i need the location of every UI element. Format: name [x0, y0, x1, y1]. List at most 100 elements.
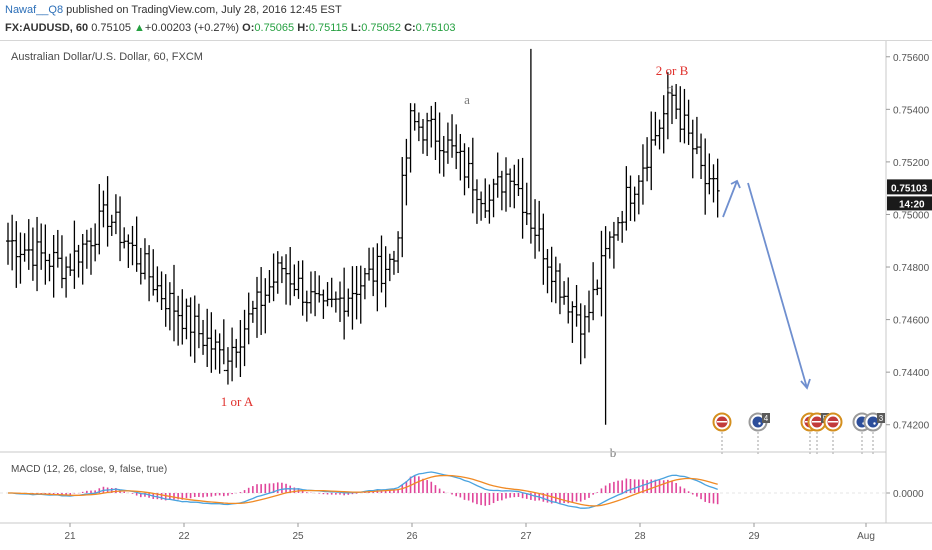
ohlc-bar [321, 289, 326, 319]
ohlc-bar [196, 303, 201, 349]
ohlc-bar [470, 137, 475, 214]
ohlc-bar [284, 254, 289, 305]
chart-title: Australian Dollar/U.S. Dollar, 60, FXCM [11, 51, 203, 63]
ohlc-bar [275, 251, 280, 294]
ohlc-bar [649, 111, 654, 191]
ohlc-bar [499, 170, 504, 211]
price-chart[interactable]: 1 or Aa2 or Bcb4253 0.0000 0.756000.7540… [0, 41, 932, 550]
au-flag-icon [752, 416, 764, 428]
ohlc-bar [587, 290, 591, 333]
ohlc-bar [76, 244, 81, 278]
ohlc-bar [520, 157, 525, 239]
time-tick-label: 28 [634, 531, 646, 542]
ohlc-bar [549, 246, 554, 303]
ohlc-bar [599, 230, 604, 317]
ohlc-bar [43, 224, 48, 285]
price-tick-label: 0.74400 [893, 368, 930, 379]
low-label: L: [350, 22, 362, 34]
ohlc-bar [574, 284, 579, 327]
time-tick-label: 22 [178, 531, 190, 542]
ohlc-bar [512, 164, 517, 209]
price-panel: 1 or Aa2 or Bcb4253 [0, 41, 886, 460]
ohlc-bar [259, 267, 264, 335]
event-count-badge [762, 413, 770, 423]
ohlc-bar [118, 196, 123, 262]
wave-label: 1 or A [221, 394, 254, 409]
ohlc-bar [707, 153, 712, 195]
projection-up-line [722, 180, 738, 218]
time-tick-label: Aug [857, 531, 875, 542]
ohlc-bar [508, 168, 513, 208]
ohlc-bar [130, 225, 135, 266]
ohlc-bar [10, 214, 15, 271]
price-plot-area [0, 41, 886, 451]
ohlc-bar [134, 216, 139, 272]
event-count: 3 [879, 414, 884, 423]
ohlc-bar [445, 122, 450, 164]
ohlc-bar [313, 271, 318, 317]
ohlc-bar [30, 227, 35, 281]
low-value: 0.75052 [361, 22, 401, 34]
ohlc-bar [138, 247, 143, 285]
price-tick-label: 0.74600 [893, 316, 930, 327]
open-label: O: [242, 22, 255, 34]
price-tick-label: 0.75600 [893, 53, 930, 64]
ohlc-bar [491, 178, 496, 218]
flag-star [873, 422, 876, 425]
ohlc-bar [47, 253, 52, 282]
ohlc-bar [425, 112, 430, 157]
ohlc-bar [421, 118, 425, 154]
flag-stripe [717, 421, 727, 423]
ohlc-bar [416, 112, 421, 142]
ohlc-bar [632, 186, 637, 222]
ohlc-bar [441, 135, 446, 177]
ohlc-bar [562, 281, 567, 305]
ohlc-bar [176, 295, 181, 346]
ohlc-bar [545, 249, 550, 294]
ohlc-bar [566, 277, 571, 324]
ohlc-bar [6, 222, 10, 265]
high-label: H: [297, 22, 309, 34]
ohlc-bar [379, 235, 384, 293]
ohlc-bar [653, 111, 658, 146]
ohlc-bar [462, 143, 467, 196]
event-count-badge [877, 413, 885, 423]
ohlc-bar [167, 282, 172, 331]
ohlc-bar [267, 270, 272, 303]
macd-panel: 0.0000 [0, 471, 924, 509]
ohlc-bar [391, 250, 396, 275]
axes: 0.75600 0.75400 0.75200 0.75000 0.74800 0.746… [0, 41, 932, 542]
ohlc-bar [201, 319, 206, 355]
ohlc-bar [184, 298, 189, 340]
wave-label: 2 or B [656, 63, 689, 78]
chart-header: Nawaf__Q8 published on TradingView.com, … [0, 0, 932, 40]
ohlc-bar [242, 309, 247, 367]
ohlc-bar [607, 231, 612, 259]
author-link[interactable]: Nawaf__Q8 [5, 4, 64, 16]
wave-label: c [667, 81, 673, 96]
ohlc-bar [126, 234, 131, 268]
ohlc-bar [292, 264, 297, 297]
time-tag [887, 196, 932, 211]
symbol-label[interactable]: FX:AUDUSD, 60 [5, 22, 89, 34]
ohlc-bar [217, 333, 222, 374]
flag-star [758, 422, 761, 425]
ohlc-bar [72, 220, 77, 289]
ohlc-bar [541, 213, 546, 285]
ohlc-bar [661, 95, 666, 154]
ohlc-bar [429, 105, 434, 148]
price-tick-label: 0.75200 [893, 158, 930, 169]
ohlc-bar [109, 214, 114, 236]
ohlc-bar [18, 232, 23, 284]
ohlc-bar [225, 347, 230, 385]
price-tick-label: 0.75000 [893, 210, 930, 221]
ohlc-bar [172, 264, 176, 342]
ohlc-bar [180, 289, 185, 345]
ohlc-bar [466, 147, 471, 189]
projection-up-arrowhead [730, 179, 741, 189]
ohlc-bar [537, 200, 542, 252]
ohlc-bar [387, 253, 392, 282]
ohlc-bar [246, 292, 251, 345]
ohlc-bar [674, 84, 679, 120]
ohlc-bar [362, 267, 367, 300]
